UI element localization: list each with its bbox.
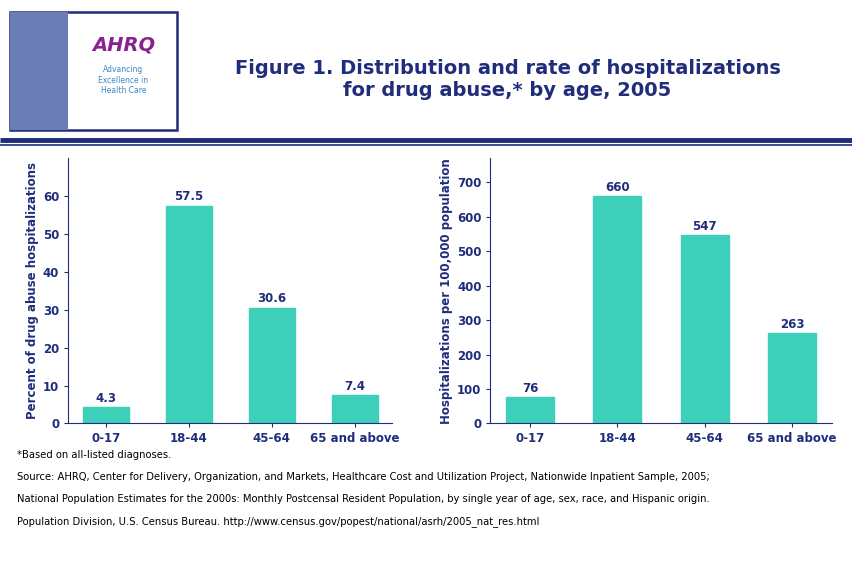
Text: AHRQ: AHRQ — [92, 35, 155, 54]
Bar — [593, 196, 641, 423]
Text: *Based on all-listed diagnoses.: *Based on all-listed diagnoses. — [17, 450, 171, 460]
Y-axis label: Hospitalizations per 100,000 population: Hospitalizations per 100,000 population — [440, 158, 452, 424]
Text: Figure 1. Distribution and rate of hospitalizations
for drug abuse,* by age, 200: Figure 1. Distribution and rate of hospi… — [234, 59, 780, 100]
Text: 4.3: 4.3 — [95, 392, 116, 405]
Text: Source: AHRQ, Center for Delivery, Organization, and Markets, Healthcare Cost an: Source: AHRQ, Center for Delivery, Organ… — [17, 472, 709, 482]
Bar — [249, 308, 294, 423]
Text: 76: 76 — [521, 382, 538, 395]
Text: National Population Estimates for the 2000s: Monthly Postcensal Resident Populat: National Population Estimates for the 20… — [17, 494, 709, 504]
Bar — [166, 206, 211, 423]
Text: 57.5: 57.5 — [174, 191, 203, 203]
Bar — [680, 235, 728, 423]
Text: 547: 547 — [692, 220, 717, 233]
Y-axis label: Percent of drug abuse hospitalizations: Percent of drug abuse hospitalizations — [26, 162, 38, 419]
Text: Advancing
Excellence in
Health Care: Advancing Excellence in Health Care — [98, 65, 148, 95]
Bar — [767, 333, 815, 423]
FancyBboxPatch shape — [10, 12, 68, 130]
Text: Population Division, U.S. Census Bureau. http://www.census.gov/popest/national/a: Population Division, U.S. Census Bureau.… — [17, 516, 538, 527]
Text: 7.4: 7.4 — [344, 380, 365, 393]
Bar — [331, 395, 377, 423]
Bar — [505, 397, 554, 423]
Bar — [83, 407, 129, 423]
Text: 263: 263 — [779, 318, 803, 331]
FancyBboxPatch shape — [10, 12, 176, 130]
Text: 660: 660 — [604, 181, 629, 194]
Text: 30.6: 30.6 — [257, 292, 286, 305]
